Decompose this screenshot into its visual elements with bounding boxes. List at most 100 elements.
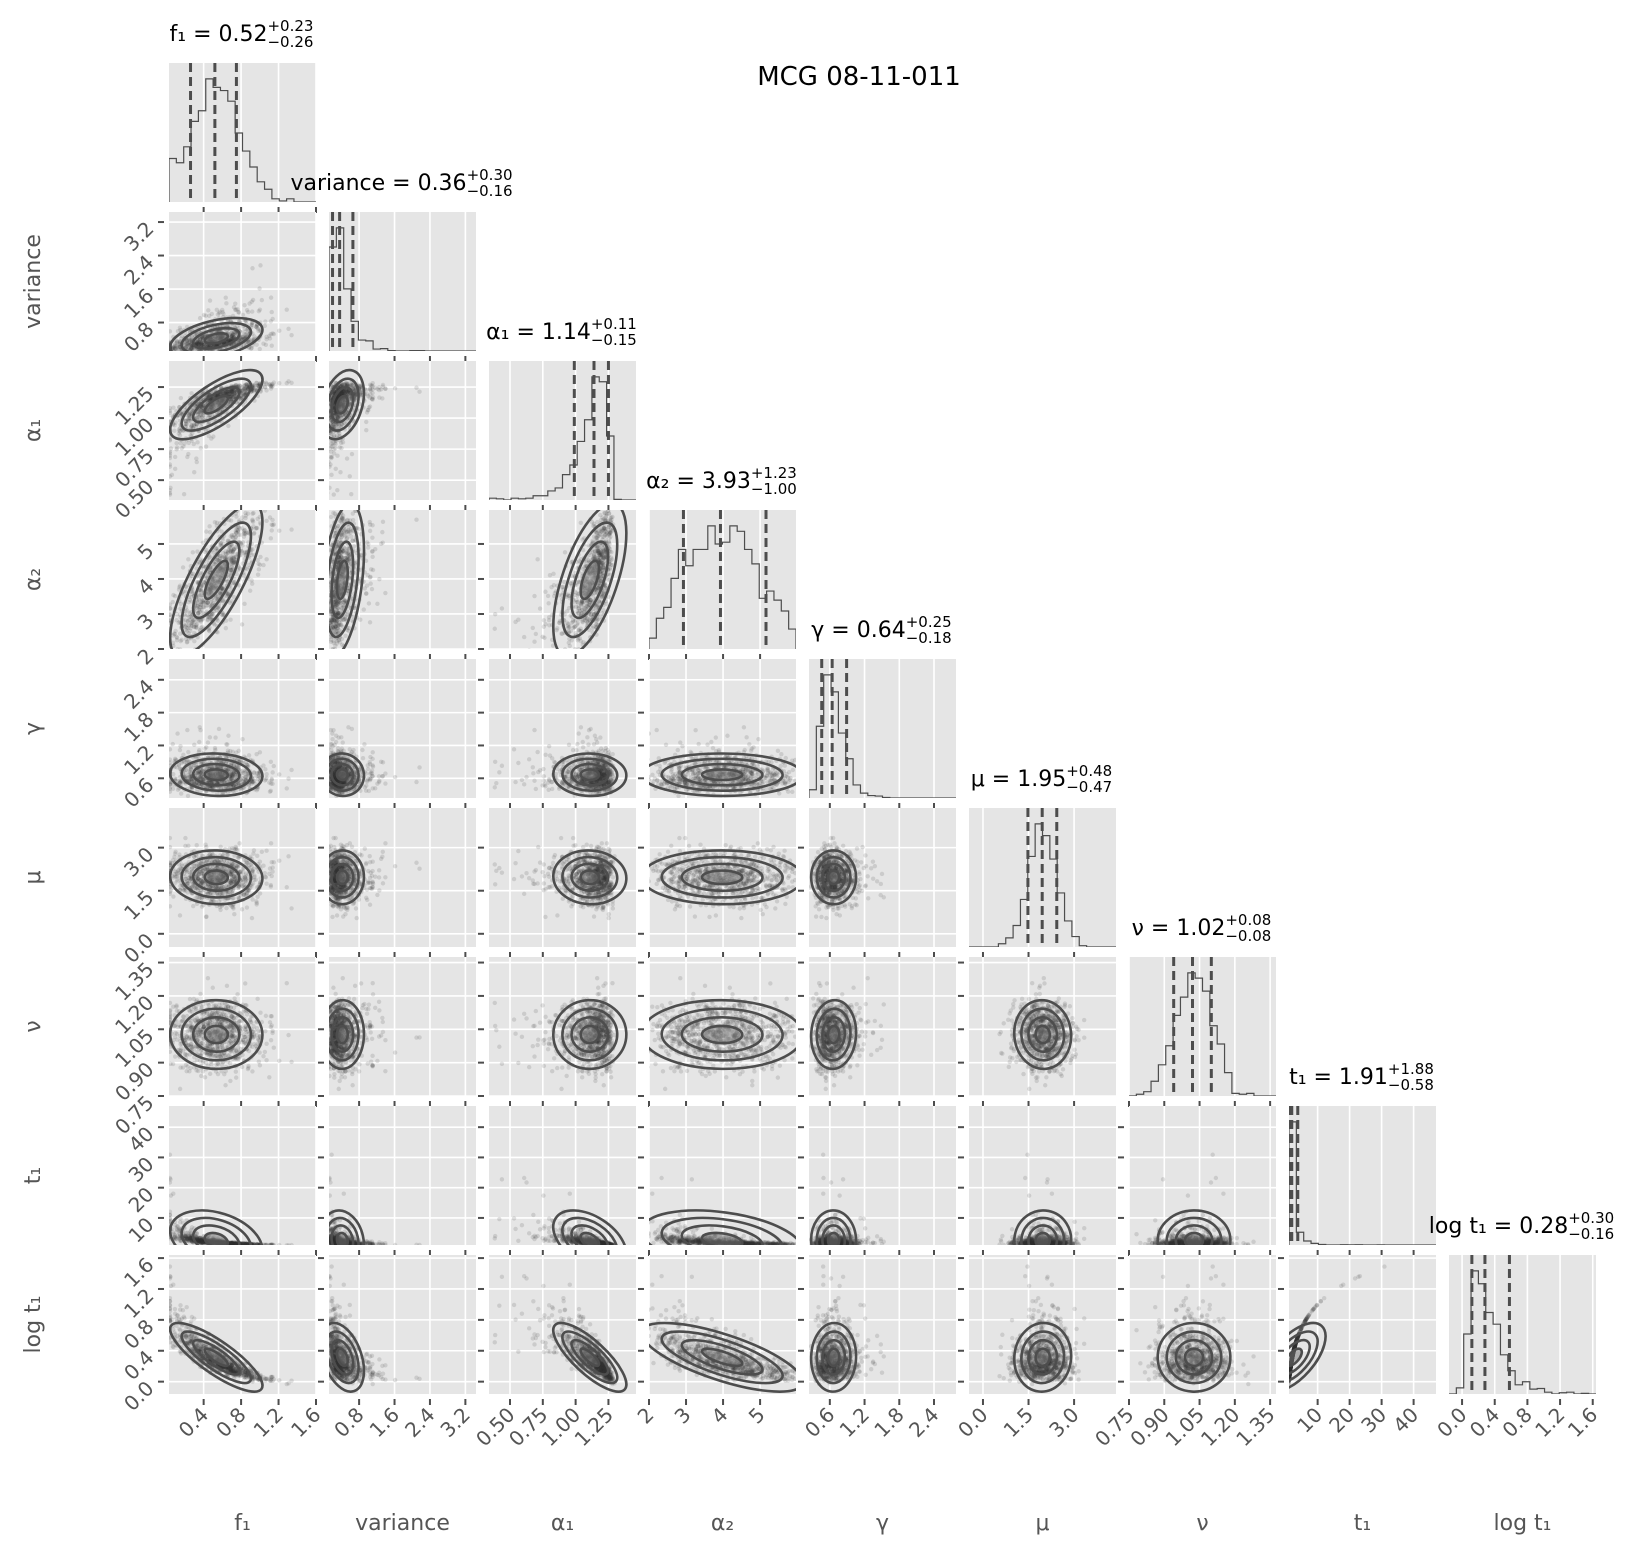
sample-point: [229, 350, 233, 354]
sample-point: [182, 492, 186, 496]
panel-title-2: α₁ = 1.14 +0.11−0.15: [486, 315, 637, 349]
sample-point: [534, 632, 538, 636]
sample-point: [579, 521, 583, 525]
sample-point: [365, 583, 369, 587]
sample-point: [231, 549, 235, 553]
sample-point: [183, 625, 187, 629]
sample-point: [241, 313, 245, 317]
sample-point: [277, 381, 281, 385]
sample-point: [270, 310, 274, 314]
sample-point: [333, 442, 337, 446]
main-title: MCG 08-11-011: [757, 62, 961, 92]
sample-point: [364, 428, 368, 432]
sample-point: [242, 602, 246, 606]
panel-title-minus-error: −0.26: [267, 33, 313, 51]
sample-point: [178, 639, 182, 643]
sample-point: [196, 597, 200, 601]
sample-point: [562, 580, 566, 584]
sample-point: [168, 602, 172, 606]
sample-point: [277, 329, 281, 333]
sample-point: [229, 568, 233, 572]
sample-point: [272, 332, 276, 336]
sample-point: [186, 557, 190, 561]
sample-point: [228, 617, 232, 621]
sample-point: [393, 386, 397, 390]
sample-point: [171, 633, 175, 637]
sample-point: [181, 444, 185, 448]
sample-point: [270, 528, 274, 532]
sample-point: [178, 606, 182, 610]
sample-point: [188, 629, 192, 633]
sample-point: [272, 522, 276, 526]
sample-point: [333, 446, 337, 450]
sample-point: [331, 511, 335, 515]
sample-point: [204, 314, 208, 318]
sample-point: [168, 606, 172, 610]
sample-point: [195, 440, 199, 444]
sample-point: [258, 307, 262, 311]
sample-point: [232, 305, 236, 309]
sample-point: [264, 557, 268, 561]
sample-point: [246, 511, 250, 515]
sample-point: [364, 591, 368, 595]
sample-point: [168, 613, 172, 617]
sample-point: [286, 327, 290, 331]
panel-background: [329, 212, 476, 351]
panel-title-value: variance = 0.36: [290, 171, 466, 196]
sample-point: [380, 530, 384, 534]
sample-point: [208, 530, 212, 534]
sample-point: [285, 307, 289, 311]
sample-point: [229, 518, 233, 522]
sample-point: [260, 298, 264, 302]
sample-point: [231, 395, 235, 399]
sample-point: [185, 342, 189, 346]
sample-point: [381, 383, 385, 387]
sample-point: [210, 612, 214, 616]
sample-point: [247, 301, 251, 305]
sample-point: [199, 619, 203, 623]
histogram-panel-1: [329, 212, 476, 362]
sample-point: [204, 529, 208, 533]
sample-point: [168, 456, 172, 460]
sample-point: [345, 456, 349, 460]
sample-point: [168, 329, 172, 333]
sample-point: [264, 381, 268, 385]
sample-point: [183, 351, 187, 355]
sample-point: [417, 389, 421, 393]
sample-point: [269, 295, 273, 299]
sample-point: [258, 347, 262, 351]
sample-point: [370, 391, 374, 395]
sample-point: [272, 380, 276, 384]
sample-point: [277, 528, 281, 532]
sample-point: [200, 351, 204, 355]
sample-point: [264, 388, 268, 392]
sample-point: [603, 504, 607, 508]
sample-point: [345, 546, 349, 550]
sample-point: [373, 386, 377, 390]
sample-point: [349, 492, 353, 496]
sample-point: [325, 491, 329, 495]
sample-point: [332, 652, 336, 656]
sample-point: [340, 500, 344, 504]
sample-point: [335, 488, 339, 492]
sample-point: [325, 651, 329, 655]
sample-point: [173, 467, 177, 471]
sample-point: [256, 504, 260, 508]
sample-point: [366, 545, 370, 549]
sample-point: [257, 286, 261, 290]
sample-point: [330, 653, 334, 657]
scatter-panel-2-1: [313, 361, 476, 531]
sample-point: [335, 415, 339, 419]
sample-point: [168, 486, 172, 490]
sample-point: [233, 504, 237, 508]
sample-point: [185, 640, 189, 644]
sample-point: [246, 310, 250, 314]
sample-point: [220, 310, 224, 314]
sample-point: [231, 332, 235, 336]
sample-point: [251, 520, 255, 524]
sample-point: [213, 520, 217, 524]
sample-point: [192, 424, 196, 428]
sample-point: [377, 503, 381, 507]
sample-point: [263, 319, 267, 323]
